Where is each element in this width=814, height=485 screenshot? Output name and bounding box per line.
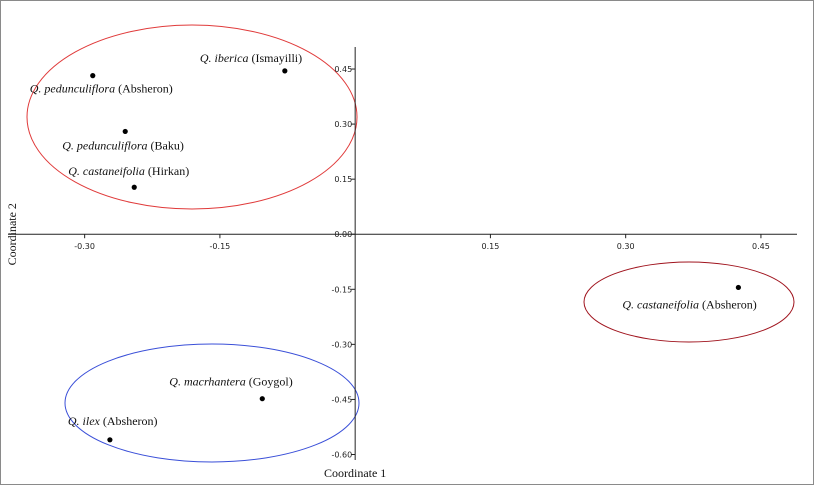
x-ticks: -0.30 -0.15 0.15 0.30 0.45 (74, 234, 770, 251)
data-point (122, 128, 128, 135)
y-tick-label: 0.45 (334, 65, 352, 74)
data-points: Q. iberica (Ismayilli) Q. pedunculiflora … (30, 51, 757, 443)
data-point (282, 68, 288, 74)
x-tick-label: 0.30 (617, 242, 635, 251)
data-point (107, 437, 113, 443)
data-point (90, 73, 96, 79)
y-tick-label: 0.00 (334, 230, 352, 239)
x-tick-label: -0.15 (210, 242, 231, 251)
data-point (259, 396, 265, 402)
point-label: Q. iberica (Ismayilli) (200, 51, 302, 65)
x-axis-title: Coordinate 1 (324, 466, 386, 480)
point-label: Q. macrhantera (Goygol) (169, 375, 292, 389)
y-axis-title: Coordinate 2 (5, 203, 19, 265)
point-label: Q. castaneifolia (Hirkan) (68, 164, 189, 178)
point-label: Q. castaneifolia (Absheron) (622, 297, 756, 311)
y-tick-label: 0.30 (334, 120, 352, 129)
group-ellipse (583, 261, 795, 343)
data-point (131, 184, 137, 190)
x-tick-label: -0.30 (74, 242, 95, 251)
point-label: Q. pedunculiflora (Baku) (62, 138, 184, 152)
data-point (735, 284, 741, 291)
y-tick-label: -0.30 (331, 340, 352, 349)
y-tick-label: -0.60 (331, 450, 352, 459)
point-label: Q. pedunculiflora (Absheron) (30, 82, 173, 96)
axes (8, 47, 797, 460)
x-tick-label: 0.15 (482, 242, 500, 251)
y-tick-label: -0.45 (331, 395, 352, 404)
y-ticks: 0.45 0.30 0.15 0.00 -0.15 -0.30 -0.45 -0.60 (331, 65, 356, 459)
group-ellipses (26, 24, 795, 463)
group-ellipse (64, 343, 360, 463)
point-label: Q. ilex (Absheron) (68, 414, 158, 428)
x-tick-label: 0.45 (752, 242, 770, 251)
y-tick-label: -0.15 (331, 285, 352, 294)
y-tick-label: 0.15 (334, 175, 352, 184)
group-ellipse (26, 24, 358, 210)
